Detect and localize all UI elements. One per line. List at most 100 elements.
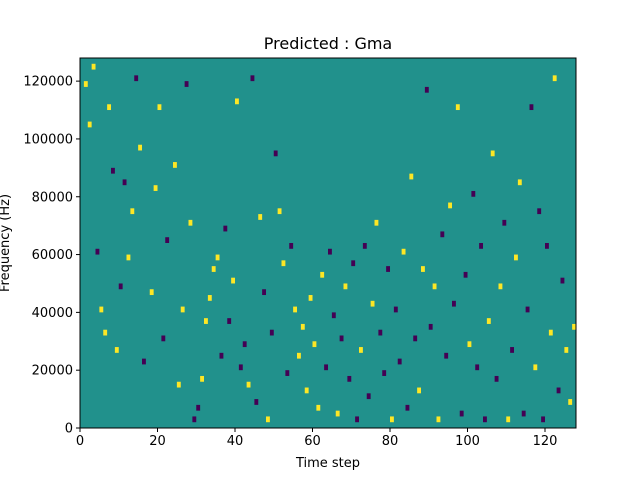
heatmap-cell — [568, 399, 573, 405]
heatmap-cell — [343, 283, 348, 290]
heatmap-cell — [533, 364, 538, 371]
heatmap-cell — [176, 381, 181, 388]
heatmap-cell — [269, 329, 274, 336]
heatmap-cell — [262, 289, 267, 296]
heatmap-cell — [289, 243, 294, 249]
x-tick-label: 60 — [304, 434, 321, 449]
heatmap-cell — [455, 104, 460, 111]
heatmap-cell — [347, 375, 352, 382]
heatmap-cell — [366, 393, 371, 400]
heatmap-cell — [452, 300, 456, 307]
heatmap-cell — [393, 306, 398, 313]
heatmap-cell — [362, 243, 367, 249]
heatmap-cell — [138, 144, 143, 151]
heatmap-cell — [355, 416, 360, 423]
x-tick-label: 20 — [149, 434, 166, 449]
heatmap-cell — [378, 329, 383, 336]
heatmap-cell — [107, 104, 112, 111]
y-tick-label: 100000 — [23, 132, 73, 147]
chart-title: Predicted : Gma — [264, 34, 392, 53]
heatmap-cell — [130, 208, 135, 215]
heatmap-cell — [572, 323, 577, 330]
y-tick-label: 20000 — [32, 364, 73, 379]
heatmap-cell — [483, 416, 487, 423]
x-tick-label: 120 — [533, 434, 558, 449]
heatmap-cell — [122, 179, 127, 186]
heatmap-cell — [548, 329, 553, 336]
heatmap-cell — [448, 202, 453, 209]
heatmap-cell — [161, 335, 166, 342]
heatmap-cell — [428, 323, 433, 330]
heatmap-cell — [114, 347, 119, 353]
heatmap-cell — [297, 352, 301, 359]
heatmap-cell — [537, 208, 542, 215]
heatmap-cell — [111, 167, 115, 174]
heatmap-cell — [479, 243, 484, 249]
y-tick-label: 40000 — [32, 306, 73, 321]
heatmap-cell — [180, 306, 185, 313]
heatmap-cell — [200, 375, 205, 382]
heatmap-cell — [223, 225, 228, 232]
heatmap-cell — [514, 254, 518, 261]
heatmap-cell — [219, 352, 224, 359]
heatmap-cell — [351, 260, 356, 267]
heatmap-cell — [242, 341, 247, 348]
heatmap-cell — [564, 347, 569, 353]
x-axis-label: Time step — [295, 456, 360, 471]
heatmap-cell — [254, 399, 259, 405]
heatmap-cell — [386, 266, 391, 272]
heatmap-cell — [312, 341, 317, 348]
heatmap-cell — [545, 243, 549, 249]
heatmap-cell — [192, 416, 197, 423]
heatmap-cell — [227, 318, 232, 324]
heatmap-cell — [149, 289, 154, 296]
x-tick-label: 0 — [76, 434, 84, 449]
plot-background — [80, 58, 576, 428]
heatmap-cell — [436, 416, 441, 423]
heatmap-cell — [153, 185, 158, 191]
heatmap-cell — [401, 248, 406, 255]
plot-frame — [79, 57, 577, 429]
heatmap-cell — [316, 404, 321, 411]
heatmap-cell — [304, 387, 309, 394]
heatmap-cell — [525, 306, 530, 313]
heatmap-cell — [471, 190, 476, 197]
heatmap-cell — [444, 352, 449, 359]
heatmap-cell — [521, 410, 526, 417]
plot-area — [79, 57, 577, 429]
heatmap-cell — [409, 173, 414, 180]
y-axis-label: Frequency (Hz) — [0, 194, 13, 292]
heatmap-cell — [405, 404, 410, 411]
heatmap-cell — [235, 98, 239, 105]
heatmap-cell — [308, 295, 313, 301]
heatmap-cell — [173, 162, 177, 168]
heatmap-cell — [215, 254, 220, 261]
heatmap-cell — [285, 370, 290, 376]
heatmap-cell — [258, 214, 263, 220]
heatmap-cell — [328, 248, 332, 255]
heatmap-cell — [324, 364, 329, 371]
heatmap-cell — [475, 364, 480, 371]
x-tick-label: 80 — [382, 434, 399, 449]
heatmap-cell — [463, 271, 468, 278]
heatmap-cell — [238, 364, 243, 371]
heatmap-cell — [142, 358, 146, 365]
heatmap-cell — [281, 260, 286, 267]
heatmap-cell — [320, 271, 325, 278]
heatmap-cell — [95, 248, 100, 255]
heatmap-cell — [339, 335, 344, 342]
heatmap-cell — [184, 81, 189, 87]
heatmap-cell — [421, 266, 425, 272]
heatmap-cell — [494, 375, 499, 382]
heatmap-cell — [459, 410, 464, 417]
heatmap-cell — [490, 150, 495, 157]
heatmap-cell — [231, 277, 236, 284]
heatmap-cell — [424, 86, 429, 93]
heatmap-cell — [246, 381, 251, 388]
heatmap-cell — [498, 283, 503, 290]
heatmap-cell — [335, 410, 340, 417]
heatmap-cell — [83, 81, 88, 87]
heatmap-cell — [510, 347, 515, 353]
heatmap-cell — [207, 295, 212, 301]
